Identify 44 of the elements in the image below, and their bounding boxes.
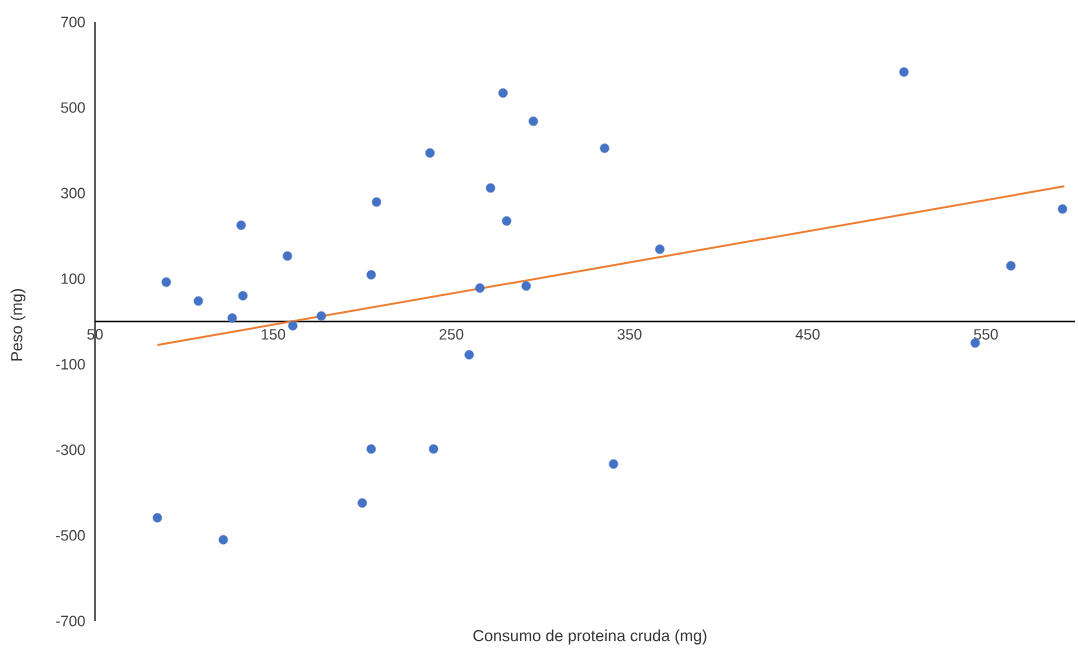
point	[501, 216, 512, 226]
point	[498, 88, 508, 98]
point	[218, 534, 228, 545]
point	[227, 313, 237, 323]
y-tick-label: 500	[61, 102, 85, 113]
point	[425, 148, 435, 158]
point	[371, 197, 382, 207]
point	[608, 459, 619, 469]
point	[655, 244, 665, 254]
point	[288, 321, 298, 331]
point	[152, 513, 163, 523]
point	[599, 143, 610, 153]
point	[193, 296, 204, 306]
y-tick-label: 300	[61, 187, 85, 199]
point	[528, 116, 539, 126]
x-tick-label: 350	[617, 329, 642, 340]
x-tick-label: 450	[795, 329, 820, 340]
y-tick-label: 700	[61, 16, 85, 28]
point	[521, 281, 531, 291]
point	[316, 311, 326, 321]
point	[475, 283, 485, 293]
y-tick-label: -500	[56, 530, 85, 541]
y-tick-label: 100	[61, 273, 85, 285]
x-axis-title: Consumo de proteina cruda (mg)	[473, 629, 707, 645]
point	[161, 277, 171, 287]
point	[428, 444, 439, 454]
point	[464, 350, 474, 360]
x-tick-label: 150	[261, 329, 286, 340]
point	[236, 220, 246, 230]
point	[899, 67, 909, 77]
point	[366, 270, 376, 280]
y-tick-label: -100	[56, 358, 85, 370]
y-tick-label: -700	[56, 615, 85, 627]
point	[282, 251, 293, 261]
x-tick-label: 250	[439, 329, 464, 340]
y-axis-title: Peso (mg)	[10, 289, 26, 361]
point	[357, 498, 367, 508]
point	[485, 183, 496, 193]
point	[366, 444, 376, 454]
point	[1006, 261, 1016, 271]
y-tick-label: -300	[56, 444, 85, 456]
point	[1057, 204, 1068, 214]
point	[238, 291, 248, 301]
x-tick-label: 550	[973, 329, 998, 340]
